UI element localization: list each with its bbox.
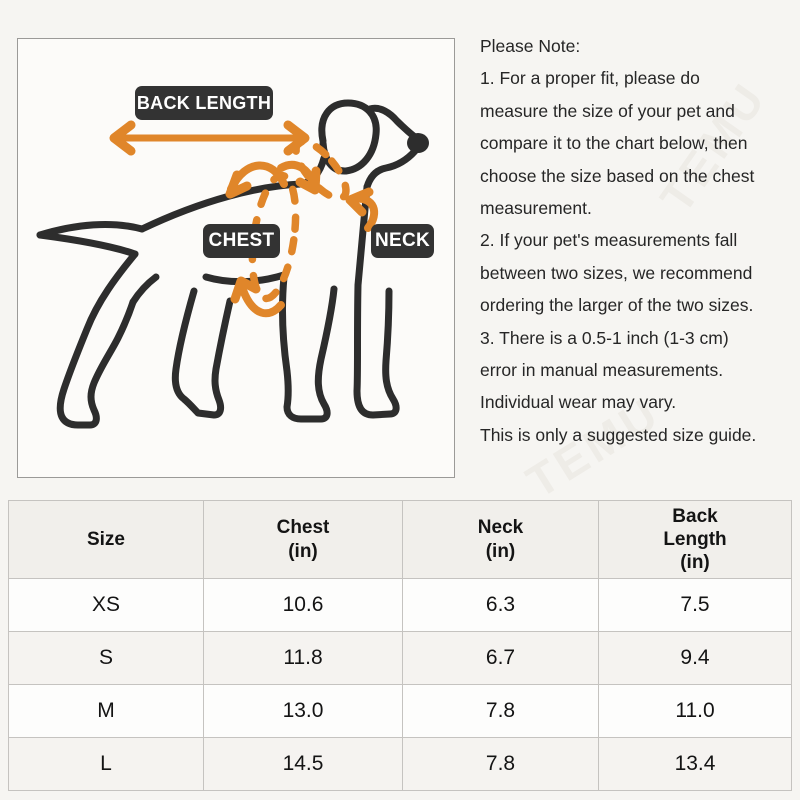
- chest-label: CHEST: [203, 224, 280, 258]
- back-length-label: BACK LENGTH: [135, 86, 273, 120]
- value-cell: 10.6: [203, 578, 403, 632]
- note-line: measure the size of your pet and: [480, 100, 735, 121]
- value-cell: 11.8: [203, 631, 403, 685]
- value-cell: 7.5: [598, 578, 792, 632]
- chest-label-text: CHEST: [208, 230, 275, 251]
- value-cell: 11.0: [598, 684, 792, 738]
- dog-illustration: [36, 99, 429, 429]
- value-cell: 13.4: [598, 737, 792, 791]
- note-text: Please Note: 1. For a proper fit, please…: [480, 30, 798, 451]
- note-title: Please Note:: [480, 36, 581, 56]
- table-row-l: L 14.5 7.8 13.4: [8, 737, 792, 791]
- header-line: (in): [680, 552, 710, 574]
- size-cell: XS: [8, 578, 204, 632]
- note-line: 1. For a proper fit, please do: [480, 68, 700, 89]
- back-length-label-text: BACK LENGTH: [136, 92, 272, 113]
- header-line: Length: [663, 528, 727, 550]
- neck-label-text: NECK: [374, 230, 431, 251]
- header-line: (in): [485, 540, 516, 562]
- size-cell: S: [8, 631, 204, 685]
- value-cell: 14.5: [203, 737, 403, 791]
- measurement-diagram: BACK LENGTH CHEST NECK: [17, 38, 455, 478]
- note-line: Individual wear may vary.: [480, 392, 677, 413]
- size-table: Size Chest (in) Neck (in) Back Length (i…: [8, 500, 792, 791]
- size-cell: M: [8, 684, 204, 738]
- table-row-xs: XS 10.6 6.3 7.5: [8, 578, 792, 632]
- note-line: error in manual measurements.: [480, 360, 724, 381]
- value-cell: 6.3: [402, 578, 599, 632]
- note-line: 3. There is a 0.5-1 inch (1-3 cm): [480, 327, 729, 348]
- header-line: Neck: [477, 517, 524, 539]
- col-header-chest: Chest (in): [203, 500, 403, 579]
- col-header-neck: Neck (in): [402, 500, 599, 579]
- note-line: compare it to the chart below, then: [480, 133, 748, 154]
- header-line: (in): [288, 540, 318, 562]
- header-line: Back: [672, 505, 718, 527]
- size-table-body: XS 10.6 6.3 7.5 S 11.8 6.7 9.4 M 13.0 7.…: [8, 578, 792, 791]
- note-line: 2. If your pet's measurements fall: [480, 230, 738, 251]
- value-cell: 7.8: [402, 737, 599, 791]
- header-line: Chest: [276, 517, 330, 539]
- size-table-header: Size Chest (in) Neck (in) Back Length (i…: [8, 500, 792, 579]
- value-cell: 13.0: [203, 684, 403, 738]
- note-line: This is only a suggested size guide.: [480, 424, 757, 445]
- note-line: choose the size based on the chest: [480, 165, 755, 186]
- table-header-row: Size Chest (in) Neck (in) Back Length (i…: [8, 500, 792, 579]
- neck-label: NECK: [371, 224, 434, 258]
- dog-nose: [407, 133, 429, 153]
- table-row-m: M 13.0 7.8 11.0: [8, 684, 792, 738]
- header-line: Size: [86, 528, 126, 550]
- measurement-arrows: [109, 120, 379, 318]
- table-row-s: S 11.8 6.7 9.4: [8, 631, 792, 685]
- note-line: ordering the larger of the two sizes.: [480, 295, 754, 316]
- col-header-back-length: Back Length (in): [598, 500, 792, 579]
- note-line: between two sizes, we recommend: [480, 262, 753, 283]
- value-cell: 6.7: [402, 631, 599, 685]
- dog-outline-icon: [36, 99, 420, 429]
- curved-arrow-icon: [239, 286, 285, 318]
- size-cell: L: [8, 737, 204, 791]
- note-line: measurement.: [480, 198, 592, 219]
- value-cell: 7.8: [402, 684, 599, 738]
- col-header-size: Size: [8, 500, 204, 579]
- value-cell: 9.4: [598, 631, 792, 685]
